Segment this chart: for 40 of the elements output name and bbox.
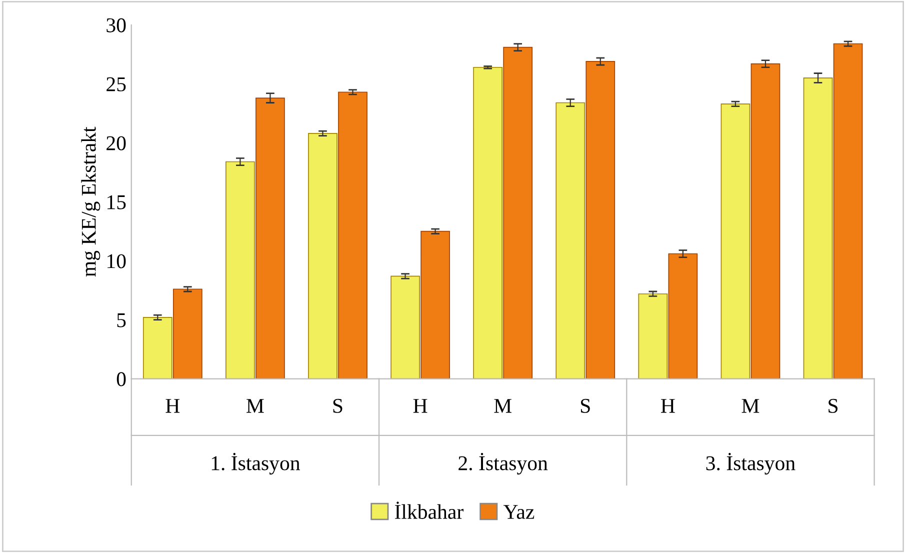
x-tick-label: S: [828, 398, 838, 413]
legend-label: Yaz: [503, 505, 534, 519]
bar: [256, 98, 285, 379]
bar: [638, 293, 668, 379]
y-tick-label: 15: [108, 195, 126, 210]
bar: [803, 78, 833, 379]
bar: [750, 63, 780, 379]
y-tick-label: 10: [108, 254, 126, 268]
x-tick-label: S: [333, 398, 342, 413]
bar: [172, 288, 202, 379]
y-tick-label: 5: [117, 313, 126, 328]
bar: [338, 92, 368, 379]
bar: [503, 46, 533, 379]
bar: [586, 61, 616, 379]
x-tick-label: H: [661, 399, 675, 413]
x-tick-label: S: [580, 398, 590, 413]
x-tick-label: M: [246, 399, 264, 413]
text: 2. İstasyon: [458, 452, 548, 475]
text: 1. İstasyon: [212, 452, 300, 475]
bar: [720, 104, 750, 379]
y-axis-title: mg KE/g Ekstrakt: [81, 126, 100, 277]
legend-label: İlkbahar: [394, 502, 464, 519]
y-tick-label: 0: [116, 372, 126, 386]
bar: [833, 43, 863, 379]
bar: [556, 102, 586, 379]
bar: [473, 66, 502, 379]
bar: [668, 253, 698, 379]
x-tick-label: H: [166, 399, 180, 413]
bar: [420, 230, 450, 379]
text: 3. İstasyon: [706, 452, 796, 475]
y-tick-label: 20: [106, 136, 126, 150]
bar: [142, 317, 172, 379]
bar: [390, 276, 420, 379]
x-tick-label: H: [413, 399, 428, 413]
y-tick-label: 25: [106, 77, 126, 92]
x-tick-label: M: [742, 399, 760, 413]
x-tick-label: M: [494, 399, 512, 413]
bar: [226, 161, 255, 379]
bar: [308, 133, 338, 379]
y-tick-label: 30: [106, 18, 126, 32]
